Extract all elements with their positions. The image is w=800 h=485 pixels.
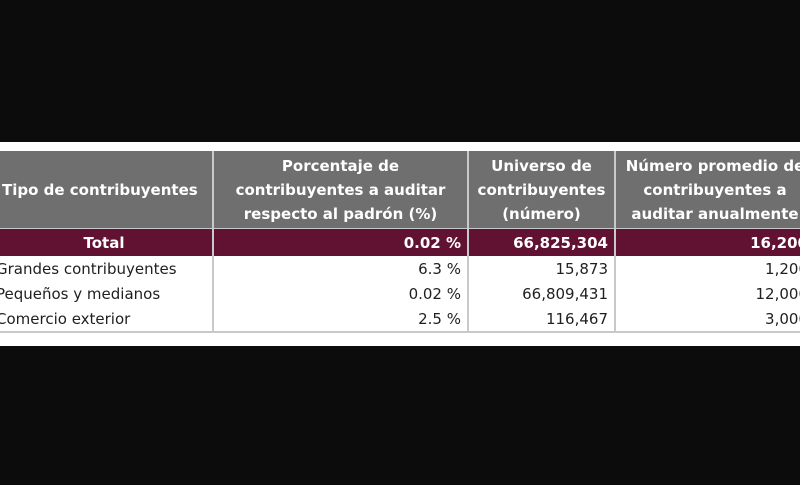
row-promedio: 3,000 (615, 306, 800, 333)
table-row: Pequeños y medianos 0.02 % 66,809,431 12… (0, 281, 800, 306)
total-row: Total 0.02 % 66,825,304 16,200 (0, 228, 800, 256)
row-label: Grandes contribuyentes (0, 256, 214, 281)
header-porcentaje: Porcentaje de contribuyentes a auditar r… (213, 151, 469, 229)
total-universo: 66,825,304 (468, 228, 616, 256)
row-promedio: 1,200 (615, 256, 800, 281)
row-promedio: 12,000 (615, 281, 800, 306)
row-porcentaje: 0.02 % (213, 281, 469, 306)
contribuyentes-table: Tipo de contribuyentes Porcentaje de con… (0, 151, 800, 333)
header-tipo: Tipo de contribuyentes (0, 151, 214, 229)
header-row: Tipo de contribuyentes Porcentaje de con… (0, 151, 800, 229)
total-label: Total (0, 228, 214, 256)
row-universo: 15,873 (468, 256, 616, 281)
row-universo: 116,467 (468, 306, 616, 333)
row-universo: 66,809,431 (468, 281, 616, 306)
row-label: Comercio exterior (0, 306, 214, 333)
row-porcentaje: 6.3 % (213, 256, 469, 281)
table-row: Comercio exterior 2.5 % 116,467 3,000 (0, 306, 800, 333)
row-label: Pequeños y medianos (0, 281, 214, 306)
header-universo: Universo de contribuyentes (número) (468, 151, 616, 229)
table-container: Tipo de contribuyentes Porcentaje de con… (0, 142, 800, 346)
header-promedio: Número promedio de contribuyentes a audi… (615, 151, 800, 229)
table-row: Grandes contribuyentes 6.3 % 15,873 1,20… (0, 256, 800, 281)
total-promedio: 16,200 (615, 228, 800, 256)
row-porcentaje: 2.5 % (213, 306, 469, 333)
total-porcentaje: 0.02 % (213, 228, 469, 256)
